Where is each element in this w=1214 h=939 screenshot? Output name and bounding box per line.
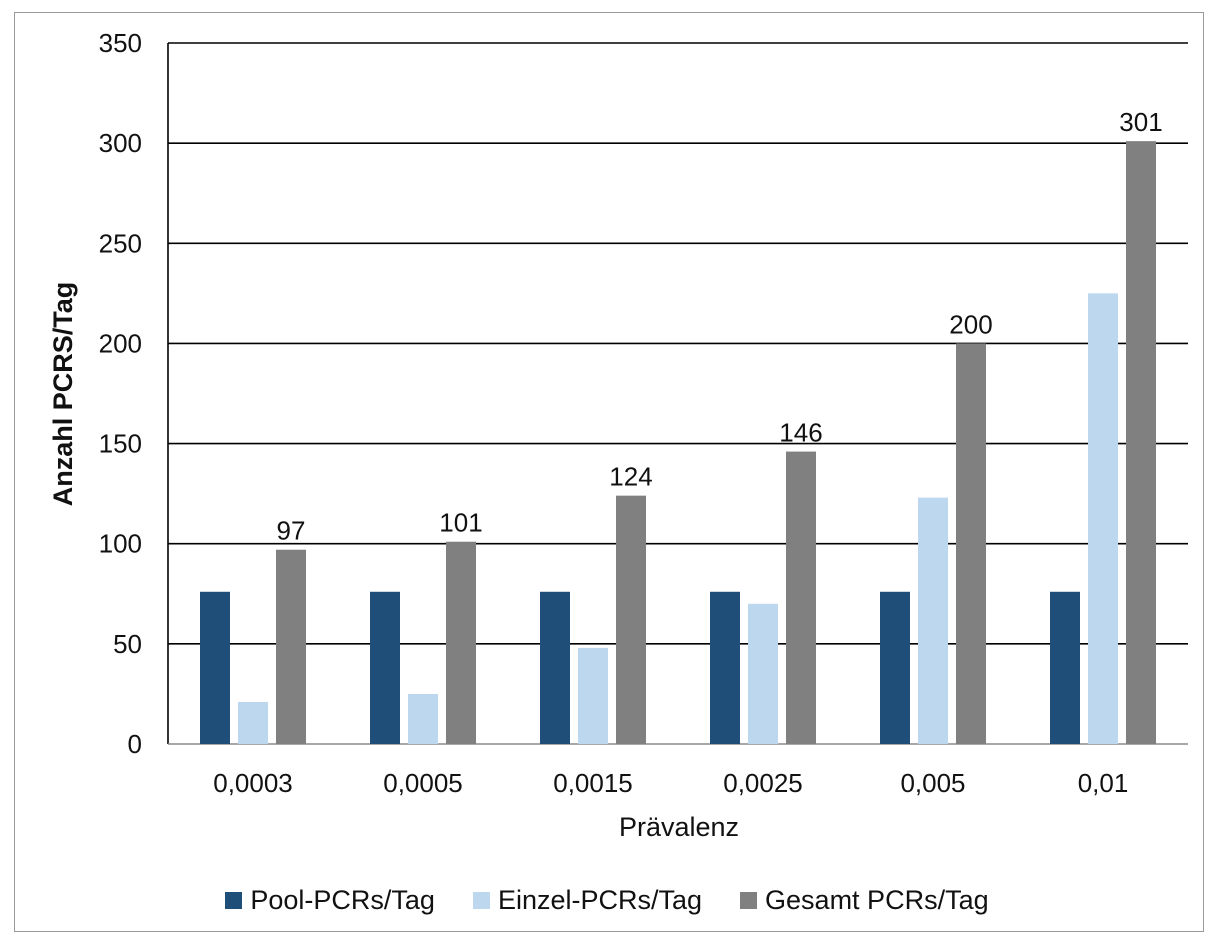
legend-swatch-pool xyxy=(225,892,243,909)
y-tick-label: 0 xyxy=(128,729,142,759)
data-label: 101 xyxy=(439,508,482,538)
bar-gesamt xyxy=(616,495,646,744)
chart-frame xyxy=(14,12,1204,932)
bar-gesamt xyxy=(956,343,986,744)
y-tick-label: 50 xyxy=(113,629,142,659)
labels: 0 50 100 150 200 250 300 350 97 0,0003 101 0,0005 12… xyxy=(99,28,1163,798)
data-label: 301 xyxy=(1119,107,1162,137)
legend-item-pool: Pool-PCRs/Tag xyxy=(225,885,435,916)
y-tick-label: 150 xyxy=(99,429,142,459)
bar-gesamt xyxy=(276,549,306,744)
bar-pool xyxy=(710,591,740,744)
bar-einzel xyxy=(918,497,948,744)
data-label: 97 xyxy=(277,516,306,546)
bar-pool xyxy=(200,591,230,744)
legend-item-gesamt: Gesamt PCRs/Tag xyxy=(740,885,989,916)
bar-einzel xyxy=(578,647,608,744)
y-tick-label: 200 xyxy=(99,328,142,358)
bar-gesamt xyxy=(1126,141,1156,744)
x-tick-label: 0,005 xyxy=(900,768,965,798)
x-tick-label: 0,0025 xyxy=(723,768,803,798)
legend: Pool-PCRs/Tag Einzel-PCRs/Tag Gesamt PCR… xyxy=(0,885,1214,916)
legend-swatch-gesamt xyxy=(740,892,758,909)
bars xyxy=(200,141,1156,744)
legend-swatch-einzel xyxy=(472,892,490,909)
x-tick-label: 0,01 xyxy=(1078,768,1129,798)
bar-einzel xyxy=(748,603,778,744)
y-tick-label: 100 xyxy=(99,529,142,559)
bar-pool xyxy=(880,591,910,744)
legend-item-einzel: Einzel-PCRs/Tag xyxy=(472,885,703,916)
x-axis-title: Prävalenz xyxy=(619,812,739,842)
gridlines xyxy=(167,42,1188,745)
data-label: 124 xyxy=(609,462,652,492)
x-tick-label: 0,0005 xyxy=(383,768,463,798)
bar-gesamt xyxy=(446,541,476,744)
x-tick-label: 0,0015 xyxy=(553,768,633,798)
bar-pool xyxy=(540,591,570,744)
legend-label-einzel: Einzel-PCRs/Tag xyxy=(497,885,703,915)
y-axis-title: Anzahl PCRS/Tag xyxy=(48,282,78,507)
bar-pool xyxy=(370,591,400,744)
legend-label-gesamt: Gesamt PCRs/Tag xyxy=(765,885,989,915)
y-tick-label: 300 xyxy=(99,128,142,158)
bar-einzel xyxy=(408,693,438,744)
legend-label-pool: Pool-PCRs/Tag xyxy=(250,885,435,915)
y-tick-label: 350 xyxy=(99,28,142,58)
bar-einzel xyxy=(238,701,268,744)
data-label: 200 xyxy=(949,309,992,339)
bar-gesamt xyxy=(786,451,816,744)
y-tick-label: 250 xyxy=(99,228,142,258)
x-tick-label: 0,0003 xyxy=(213,768,293,798)
bar-einzel xyxy=(1088,293,1118,744)
data-label: 146 xyxy=(779,418,822,448)
bar-pool xyxy=(1050,591,1080,744)
